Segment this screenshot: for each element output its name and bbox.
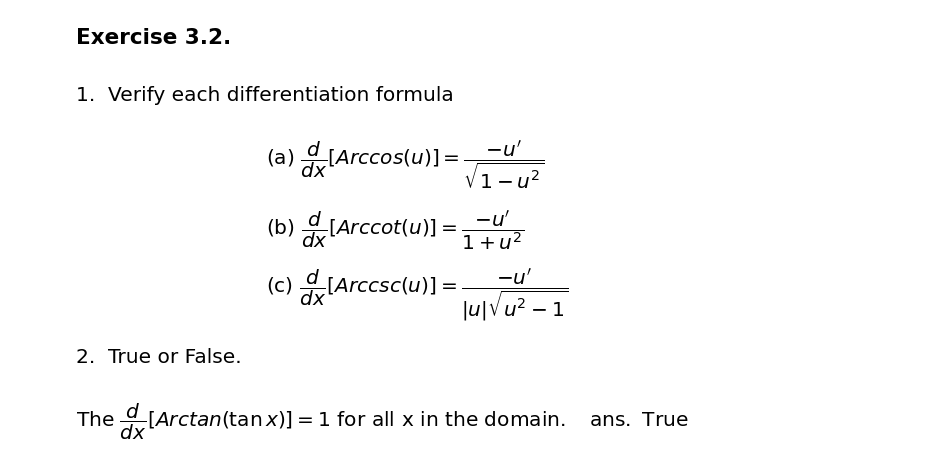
Text: $\mathrm{(c)}\ \dfrac{d}{dx}[\mathit{Arccsc}(u)] = \dfrac{-u'}{|u|\sqrt{u^2-1}}$: $\mathrm{(c)}\ \dfrac{d}{dx}[\mathit{Arc…	[266, 266, 569, 322]
Text: 1.  Verify each differentiation formula: 1. Verify each differentiation formula	[76, 86, 454, 104]
Text: $\mathrm{(b)}\ \dfrac{d}{dx}[\mathit{Arccot}(u)] = \dfrac{-u'}{1+u^2}$: $\mathrm{(b)}\ \dfrac{d}{dx}[\mathit{Arc…	[266, 207, 524, 251]
Text: $\mathrm{(a)}\ \dfrac{d}{dx}[\mathit{Arccos}(u)] = \dfrac{-u'}{\sqrt{1-u^2}}$: $\mathrm{(a)}\ \dfrac{d}{dx}[\mathit{Arc…	[266, 138, 545, 190]
Text: $\mathrm{The}\ \dfrac{d}{dx}[\mathit{Arctan}(\tan x)] = 1\ \mathrm{for\ all\ x\ : $\mathrm{The}\ \dfrac{d}{dx}[\mathit{Arc…	[76, 401, 689, 441]
Text: 2.  True or False.: 2. True or False.	[76, 347, 242, 366]
Text: Exercise 3.2.: Exercise 3.2.	[76, 28, 231, 48]
